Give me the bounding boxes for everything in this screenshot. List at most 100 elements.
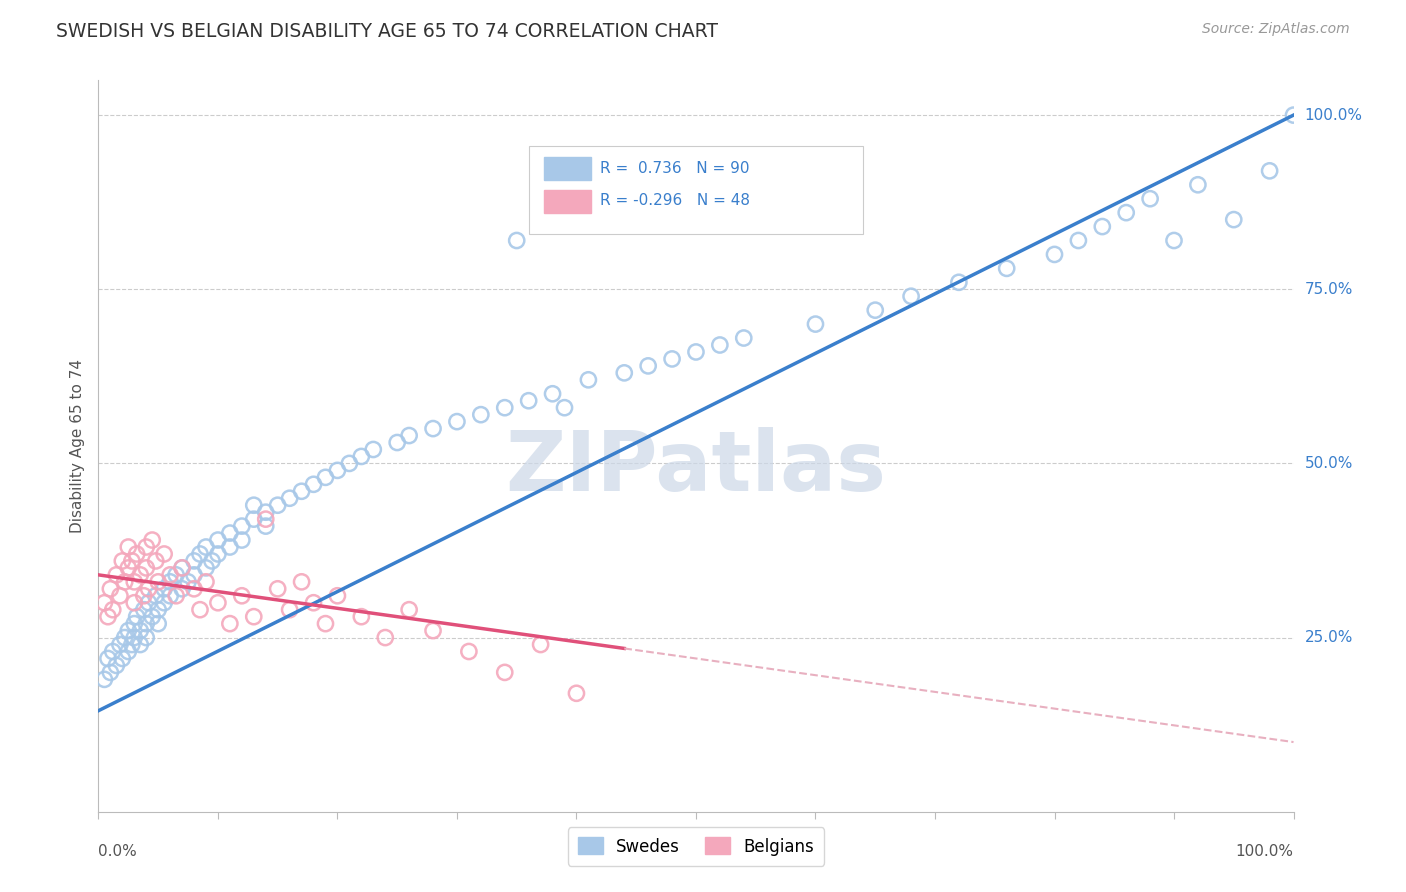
Point — [398, 428, 420, 442]
Point — [159, 589, 181, 603]
Y-axis label: Disability Age 65 to 74: Disability Age 65 to 74 — [69, 359, 84, 533]
Point — [470, 408, 492, 422]
Point — [995, 261, 1018, 276]
Point — [135, 561, 157, 575]
Point — [541, 386, 564, 401]
Point — [93, 673, 115, 687]
Point — [124, 616, 146, 631]
Point — [117, 644, 139, 658]
Point — [183, 567, 205, 582]
Point — [135, 616, 157, 631]
Point — [865, 303, 887, 318]
Point — [129, 624, 152, 638]
Text: 75.0%: 75.0% — [1305, 282, 1353, 297]
Point — [108, 638, 131, 652]
Point — [326, 589, 349, 603]
Point — [1163, 234, 1185, 248]
Point — [153, 547, 176, 561]
Point — [661, 351, 683, 366]
Point — [1091, 219, 1114, 234]
Point — [363, 442, 385, 457]
Point — [231, 533, 253, 547]
Point — [948, 275, 970, 289]
Point — [1139, 192, 1161, 206]
Point — [517, 393, 540, 408]
Point — [506, 234, 529, 248]
Point — [172, 582, 194, 596]
Point — [172, 561, 194, 575]
Point — [613, 366, 636, 380]
Point — [243, 609, 266, 624]
Point — [207, 596, 229, 610]
Point — [339, 457, 361, 471]
Text: ZIPatlas: ZIPatlas — [506, 427, 886, 508]
Point — [124, 631, 146, 645]
Legend: Swedes, Belgians: Swedes, Belgians — [568, 828, 824, 865]
Point — [565, 686, 588, 700]
Point — [138, 582, 160, 596]
Point — [145, 589, 167, 603]
Point — [302, 477, 325, 491]
Point — [165, 567, 187, 582]
Point — [398, 603, 420, 617]
Point — [105, 658, 128, 673]
Point — [195, 540, 218, 554]
Text: R =  0.736   N = 90: R = 0.736 N = 90 — [600, 161, 749, 176]
Point — [121, 554, 143, 568]
Point — [326, 463, 349, 477]
Point — [578, 373, 600, 387]
Point — [141, 533, 163, 547]
Point — [494, 665, 516, 680]
Text: 0.0%: 0.0% — [98, 844, 138, 859]
Point — [709, 338, 731, 352]
Point — [422, 421, 444, 435]
Text: 100.0%: 100.0% — [1305, 108, 1362, 122]
Point — [350, 450, 373, 464]
Point — [153, 596, 176, 610]
Point — [138, 596, 160, 610]
Point — [195, 561, 218, 575]
Point — [125, 609, 148, 624]
Point — [374, 631, 396, 645]
Point — [291, 484, 314, 499]
Point — [254, 512, 277, 526]
Point — [1282, 108, 1305, 122]
Point — [231, 589, 253, 603]
Point — [114, 574, 136, 589]
Point — [105, 567, 128, 582]
Point — [135, 540, 157, 554]
Point — [183, 554, 205, 568]
Point — [804, 317, 827, 331]
Point — [145, 554, 167, 568]
FancyBboxPatch shape — [544, 190, 591, 213]
Point — [114, 631, 136, 645]
Point — [129, 638, 152, 652]
Point — [117, 624, 139, 638]
Point — [117, 561, 139, 575]
Point — [243, 498, 266, 512]
Point — [458, 644, 481, 658]
Point — [207, 533, 229, 547]
Point — [1258, 164, 1281, 178]
Point — [177, 574, 200, 589]
Point — [132, 603, 155, 617]
Point — [141, 609, 163, 624]
Point — [733, 331, 755, 345]
Point — [494, 401, 516, 415]
Point — [350, 609, 373, 624]
Text: 50.0%: 50.0% — [1305, 456, 1353, 471]
Point — [302, 596, 325, 610]
Point — [148, 616, 170, 631]
Point — [243, 512, 266, 526]
FancyBboxPatch shape — [544, 157, 591, 180]
Point — [125, 547, 148, 561]
Point — [422, 624, 444, 638]
Point — [101, 603, 124, 617]
Point — [159, 567, 181, 582]
Point — [98, 665, 122, 680]
Point — [385, 435, 409, 450]
Point — [148, 603, 170, 617]
Point — [315, 616, 337, 631]
Point — [219, 616, 242, 631]
Point — [188, 603, 211, 617]
